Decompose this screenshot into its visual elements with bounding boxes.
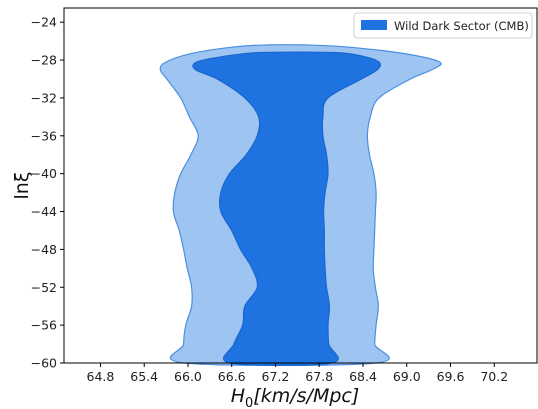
legend-label: Wild Dark Sector (CMB) — [394, 19, 529, 33]
plot-frame — [63, 7, 538, 364]
x-tick-label: 64.8 — [87, 369, 115, 384]
x-tick-label: 68.4 — [349, 369, 377, 384]
x-tick-label: 66.6 — [218, 369, 246, 384]
x-tick-label: 67.2 — [262, 369, 290, 384]
x-tick-label: 70.2 — [480, 369, 508, 384]
x-tick-label: 67.8 — [305, 369, 333, 384]
y-tick-label: −56 — [31, 318, 57, 333]
y-tick-label: −40 — [31, 166, 57, 181]
x-tick-label: 69.0 — [393, 369, 421, 384]
y-tick-label: −52 — [31, 280, 57, 295]
legend-box — [353, 12, 533, 39]
x-axis-label: H0[km/s/Mpc] — [231, 385, 360, 409]
contour-regions — [159, 44, 442, 366]
x-tick-label: 65.4 — [130, 369, 158, 384]
x-tick-label: 69.6 — [437, 369, 465, 384]
legend-swatch-wild-dark-sector — [361, 20, 387, 30]
legend: Wild Dark Sector (CMB) — [353, 12, 533, 39]
axis-ticks: 64.8 65.4 66.0 66.6 67.2 67.8 68.4 69.0 69.6 70.2… — [31, 15, 509, 384]
y-tick-label: −44 — [31, 204, 57, 219]
y-tick-label: −24 — [31, 15, 57, 30]
confidence-region-inner — [192, 51, 382, 366]
y-tick-label: −36 — [31, 128, 57, 143]
y-tick-label: −60 — [31, 356, 57, 371]
y-axis-label: lnξ — [11, 172, 33, 200]
y-tick-label: −28 — [31, 53, 57, 68]
x-tick-label: 66.0 — [174, 369, 202, 384]
y-tick-label: −32 — [31, 90, 57, 105]
y-tick-label: −48 — [31, 242, 57, 257]
